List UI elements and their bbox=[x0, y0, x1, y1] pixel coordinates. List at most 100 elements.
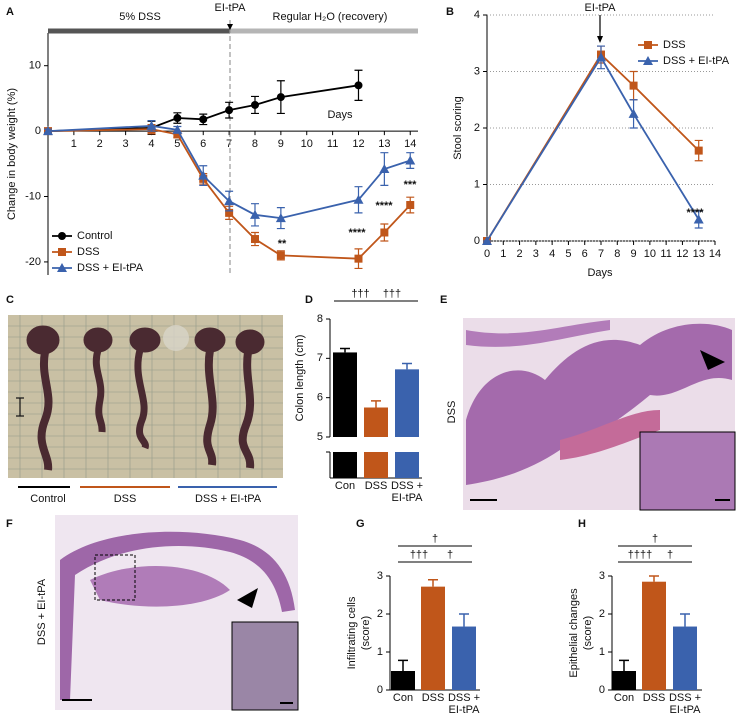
x-tick-label: 2 bbox=[517, 248, 523, 260]
marker bbox=[482, 236, 492, 245]
y-axis-label: Epithelial changes bbox=[568, 588, 580, 678]
panel-letter: B bbox=[446, 6, 454, 18]
significance: **** bbox=[348, 227, 366, 239]
error-bar bbox=[340, 347, 350, 353]
y-axis-label: Change in body weight (%) bbox=[6, 88, 18, 220]
marker bbox=[58, 232, 66, 240]
x-tick-label: DSS + EI-tPA bbox=[390, 480, 424, 504]
y-tick-label: 1 bbox=[377, 646, 383, 658]
x-tick-label: 2 bbox=[97, 138, 103, 150]
marker bbox=[198, 170, 209, 180]
x-tick-label: 9 bbox=[631, 248, 637, 260]
bar bbox=[421, 586, 445, 690]
histology-dss-eitpa bbox=[55, 515, 299, 711]
bar bbox=[333, 352, 357, 437]
x-tick-label: 4 bbox=[148, 138, 154, 150]
marker bbox=[43, 126, 53, 136]
marker bbox=[354, 81, 363, 90]
marker bbox=[380, 228, 389, 237]
x-tick-label: DSS + EI-tPA bbox=[668, 692, 702, 716]
colon-photo bbox=[8, 315, 283, 488]
marker bbox=[172, 124, 183, 134]
marker bbox=[173, 130, 182, 139]
x-tick-label: Con bbox=[334, 480, 356, 492]
x-tick-label: 3 bbox=[533, 248, 539, 260]
x-tick-label: 6 bbox=[200, 138, 206, 150]
x-tick-label: 14 bbox=[709, 248, 721, 260]
treatment-label: EI-tPA bbox=[585, 2, 617, 14]
significance: *** bbox=[404, 179, 418, 191]
y-tick-label: 0 bbox=[474, 235, 480, 247]
y-tick-label: 2 bbox=[474, 122, 480, 134]
error-bar bbox=[680, 613, 690, 627]
y-tick-label: 5 bbox=[317, 431, 323, 443]
y-tick-label: -20 bbox=[25, 256, 41, 268]
x-tick-label: 7 bbox=[598, 248, 604, 260]
x-tick-label: 0 bbox=[484, 248, 490, 260]
x-tick-label: 10 bbox=[301, 138, 313, 150]
marker bbox=[146, 120, 157, 130]
marker bbox=[276, 251, 285, 260]
significance: ††† bbox=[410, 549, 428, 561]
x-tick-label: 3 bbox=[123, 138, 129, 150]
y-axis-label: Colon length (cm) bbox=[294, 335, 306, 422]
significance: ††† bbox=[351, 288, 369, 300]
marker bbox=[405, 155, 416, 165]
x-tick-label: Con bbox=[392, 692, 414, 704]
marker bbox=[353, 194, 364, 204]
bar bbox=[673, 626, 697, 690]
marker bbox=[58, 248, 66, 256]
bar-base bbox=[333, 452, 357, 478]
y-tick-label: 0 bbox=[35, 125, 41, 137]
panel-letter: H bbox=[578, 518, 586, 530]
x-tick-label: 12 bbox=[352, 138, 364, 150]
x-axis-label: Days bbox=[587, 267, 613, 279]
phase-label: Regular H₂O (recovery) bbox=[273, 11, 388, 23]
phase-label: 5% DSS bbox=[119, 11, 161, 23]
bar bbox=[642, 581, 666, 690]
bar-base bbox=[364, 452, 388, 478]
bar bbox=[391, 671, 415, 690]
treatment-arrow-head bbox=[597, 36, 603, 43]
x-tick-label: Con bbox=[613, 692, 635, 704]
series-line bbox=[47, 124, 411, 220]
y-tick-label: 4 bbox=[474, 9, 480, 21]
marker bbox=[379, 164, 390, 174]
bar-base bbox=[395, 452, 419, 478]
y-axis-label: Infiltrating cells bbox=[346, 596, 358, 669]
histology-dss bbox=[463, 318, 736, 511]
x-tick-label: 9 bbox=[278, 138, 284, 150]
marker bbox=[354, 254, 363, 263]
error-bar bbox=[649, 575, 659, 582]
y-tick-label: 3 bbox=[474, 65, 480, 77]
x-tick-label: 14 bbox=[404, 138, 416, 150]
y-tick-label: 3 bbox=[599, 570, 605, 582]
x-axis-label: Days bbox=[327, 109, 353, 121]
significance: ††† bbox=[383, 288, 401, 300]
bar bbox=[612, 671, 636, 690]
x-tick-label: DSS bbox=[364, 480, 388, 492]
series-line bbox=[47, 128, 411, 260]
marker bbox=[694, 146, 703, 155]
x-tick-label: 4 bbox=[549, 248, 555, 260]
y-tick-label: 6 bbox=[317, 392, 323, 404]
x-tick-label: 1 bbox=[71, 138, 77, 150]
panel-letter: G bbox=[356, 518, 365, 530]
y-tick-label: 10 bbox=[29, 60, 41, 72]
y-axis-label: (score) bbox=[360, 616, 372, 650]
marker bbox=[628, 108, 639, 118]
treatment-label: EI-tPA bbox=[215, 2, 247, 14]
error-bar bbox=[371, 400, 381, 408]
marker bbox=[406, 201, 415, 210]
marker bbox=[276, 93, 285, 102]
row-label: DSS bbox=[446, 401, 458, 424]
significance: † bbox=[432, 533, 438, 545]
series-line bbox=[486, 53, 700, 242]
marker bbox=[173, 114, 182, 123]
significance: **** bbox=[375, 200, 393, 212]
marker bbox=[57, 263, 67, 272]
bar bbox=[395, 369, 419, 437]
y-tick-label: 0 bbox=[377, 684, 383, 696]
